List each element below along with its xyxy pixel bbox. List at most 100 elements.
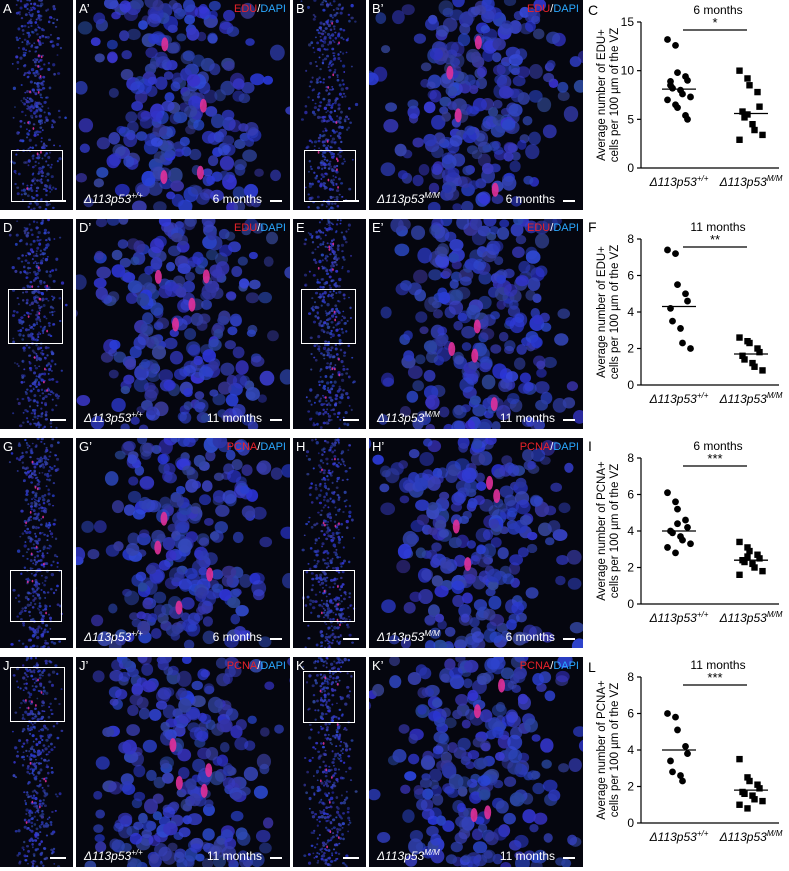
nucleus-mark: [93, 12, 106, 25]
nucleus-mark: [325, 633, 328, 635]
nucleus-mark: [23, 368, 26, 371]
nucleus-mark: [39, 249, 43, 253]
nucleus-mark: [53, 238, 56, 240]
nucleus-mark: [245, 292, 260, 304]
nucleus-mark: [50, 572, 55, 577]
data-point: [754, 345, 761, 352]
nucleus-mark: [29, 6, 32, 9]
nucleus-mark: [120, 385, 131, 395]
nucleus-mark: [232, 346, 245, 359]
nucleus-mark: [329, 618, 332, 621]
nucleus-mark: [40, 174, 44, 178]
nucleus-mark: [121, 50, 132, 60]
nucleus-mark: [258, 291, 273, 304]
nucleus-mark: [28, 579, 31, 582]
nucleus-mark: [26, 767, 30, 770]
nucleus-mark: [322, 130, 325, 133]
data-point: [684, 523, 691, 531]
nucleus-mark: [344, 464, 346, 467]
nucleus-mark: [48, 816, 51, 819]
nucleus-mark: [32, 669, 36, 672]
nucleus-mark: [322, 394, 324, 397]
nucleus-mark: [327, 66, 330, 69]
nucleus-mark: [20, 16, 24, 20]
nucleus-mark: [12, 337, 15, 340]
nucleus-mark: [49, 393, 52, 396]
nucleus-mark: [23, 544, 27, 548]
genotype-base: Δ113p53: [377, 192, 425, 206]
nucleus-mark: [27, 781, 30, 784]
nucleus-mark: [331, 250, 335, 254]
nucleus-mark: [16, 220, 19, 222]
nucleus-mark: [29, 186, 33, 190]
nucleus-mark: [313, 523, 317, 527]
nucleus-mark: [319, 182, 323, 186]
nucleus-mark: [322, 231, 325, 234]
nucleus-mark: [39, 464, 43, 468]
nucleus-mark: [44, 401, 48, 406]
nucleus-mark: [28, 829, 32, 832]
nucleus-mark: [43, 146, 46, 150]
nucleus-mark: [422, 469, 434, 481]
nucleus-mark: [45, 523, 49, 528]
nucleus-mark: [498, 378, 513, 393]
data-point: [672, 498, 679, 506]
nucleus-mark: [51, 298, 54, 301]
nucleus-mark: [95, 841, 107, 853]
nucleus-mark: [60, 729, 64, 732]
nucleus-mark: [37, 162, 40, 165]
nucleus-mark: [267, 330, 279, 342]
nucleus-mark: [329, 380, 333, 384]
nucleus-mark: [46, 818, 49, 821]
nucleus-mark: [379, 465, 391, 478]
nucleus-mark: [343, 158, 346, 161]
nucleus-mark: [323, 550, 327, 554]
nucleus-mark: [492, 363, 507, 379]
positive-cell-mark: [320, 611, 323, 615]
nucleus-mark: [32, 773, 35, 776]
nucleus-mark: [476, 66, 488, 78]
nucleus-mark: [165, 550, 177, 562]
nucleus-mark: [208, 338, 222, 351]
nucleus-mark: [25, 682, 28, 685]
nucleus-mark: [449, 135, 463, 147]
nucleus-mark: [512, 246, 525, 258]
nucleus-mark: [50, 587, 53, 591]
nucleus-mark: [314, 577, 318, 580]
nucleus-mark: [329, 253, 332, 256]
nucleus-mark: [184, 328, 197, 341]
nucleus-mark: [454, 355, 465, 365]
nucleus-mark: [48, 733, 53, 737]
significance-label: *: [712, 15, 717, 30]
nucleus-mark: [43, 758, 47, 762]
nucleus-mark: [443, 423, 454, 429]
nucleus-mark: [47, 715, 51, 719]
panel-label: E: [296, 220, 305, 235]
nucleus-mark: [256, 460, 272, 475]
scale-bar: [50, 200, 66, 202]
nucleus-mark: [339, 418, 342, 421]
nucleus-mark: [328, 644, 331, 647]
nucleus-mark: [139, 476, 155, 490]
nucleus-mark: [213, 131, 225, 143]
nucleus-mark: [323, 166, 327, 170]
nucleus-mark: [402, 479, 416, 491]
nucleus-mark: [19, 119, 23, 123]
nucleus-mark: [46, 753, 49, 756]
nucleus-mark: [232, 78, 245, 90]
nucleus-mark: [346, 606, 350, 609]
nucleus-mark: [40, 259, 44, 263]
nucleus-mark: [33, 182, 36, 185]
nucleus-mark: [449, 238, 464, 252]
nucleus-mark: [329, 513, 332, 516]
positive-cell-mark: [26, 187, 29, 190]
nucleus-mark: [35, 742, 39, 746]
nucleus-mark: [35, 758, 37, 761]
nucleus-mark: [43, 847, 47, 850]
positive-cell-mark: [337, 185, 339, 189]
nucleus-mark: [21, 622, 26, 625]
nucleus-mark: [36, 819, 39, 822]
nucleus-mark: [50, 40, 54, 43]
nucleus-mark: [40, 517, 43, 520]
nucleus-mark: [48, 521, 51, 524]
